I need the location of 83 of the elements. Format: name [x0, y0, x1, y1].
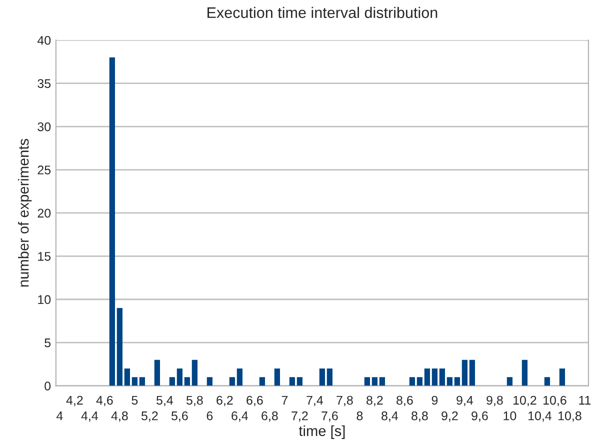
y-tick-label: 5: [44, 338, 51, 348]
x-tick-label: 5: [132, 396, 138, 405]
bar: [169, 377, 175, 386]
x-tick-label: 8,8: [412, 411, 428, 422]
x-tick-label: 9,8: [486, 396, 503, 406]
bar: [192, 360, 198, 386]
bar: [544, 377, 550, 386]
bar: [124, 368, 130, 386]
y-tick-label: 10: [38, 295, 51, 304]
x-tick-label: 8,2: [366, 396, 383, 406]
bar: [364, 377, 370, 386]
bar: [409, 377, 416, 386]
x-tick-label: 10,4: [528, 411, 552, 422]
bar: [432, 368, 438, 386]
y-axis-title: number of experiments: [18, 138, 32, 287]
bar: [259, 377, 265, 386]
y-tick-label: 20: [38, 208, 51, 218]
bar: [236, 368, 242, 386]
bar: [416, 377, 423, 386]
bar: [379, 377, 386, 386]
x-tick-label: 9,6: [472, 411, 488, 422]
x-tick-label: 9,4: [456, 396, 474, 406]
x-tick-label: 4: [56, 412, 63, 420]
x-tick-label: 5,6: [172, 411, 188, 422]
x-tick-label: 5,2: [141, 411, 158, 422]
bar: [116, 308, 122, 386]
bar: [184, 377, 190, 386]
x-tick-label: 6,8: [262, 411, 278, 422]
bar: [319, 368, 326, 386]
x-tick-label: 6,6: [246, 396, 263, 406]
x-tick-label: 4,8: [111, 411, 128, 422]
x-tick-label: 9: [432, 396, 438, 405]
x-tick-label: 10,6: [543, 396, 566, 406]
x-tick-label: 10: [504, 411, 516, 420]
x-tick-label: 4,4: [81, 412, 98, 422]
bar: [506, 377, 513, 386]
bar: [139, 377, 145, 386]
bar: [289, 377, 296, 386]
bar: [446, 377, 453, 386]
x-tick-label: 10,8: [558, 411, 582, 422]
bar: [424, 368, 430, 386]
x-tick-label: 8: [356, 411, 363, 420]
bar: [559, 368, 566, 386]
x-tick-label: 6: [206, 411, 213, 420]
bar: [372, 377, 378, 386]
x-tick-label: 6,2: [216, 396, 233, 406]
x-tick-label: 7,8: [336, 396, 353, 406]
x-tick-label: 6,4: [232, 411, 248, 422]
y-tick-label: 35: [38, 79, 51, 88]
y-tick-label: 25: [38, 166, 51, 174]
bar: [274, 368, 280, 386]
y-tick-label: 30: [38, 122, 51, 132]
x-tick-label: 10,2: [513, 396, 536, 406]
bar: [154, 360, 160, 386]
bar: [439, 368, 446, 386]
x-tick-label: 7,6: [322, 411, 338, 422]
bar: [462, 360, 468, 386]
x-tick-label: 4,6: [96, 396, 113, 406]
bar: [326, 368, 333, 386]
x-tick-label: 7,4: [306, 396, 324, 406]
x-tick-label: 5,8: [186, 396, 203, 406]
x-tick-label: 11: [579, 396, 591, 405]
bar: [132, 377, 138, 386]
x-tick-label: 8,4: [382, 411, 398, 422]
x-tick-label: 5,4: [156, 396, 174, 406]
bar: [206, 377, 212, 386]
bar: [229, 377, 235, 386]
chart-title: Execution time interval distribution: [208, 6, 438, 18]
x-tick-label: 7: [282, 396, 288, 405]
bar: [176, 368, 182, 386]
x-tick-label: 7,2: [292, 411, 308, 422]
x-axis-title: time [s]: [298, 425, 345, 439]
bar: [109, 57, 115, 386]
y-tick-label: 15: [38, 252, 51, 261]
bar: [454, 377, 460, 386]
x-tick-label: 9,2: [442, 411, 458, 422]
bar: [522, 360, 528, 386]
bar: [469, 360, 476, 386]
y-tick-label: 40: [37, 36, 51, 45]
y-tick-label: 0: [44, 382, 51, 390]
x-tick-label: 4,2: [66, 396, 83, 406]
bar: [296, 377, 303, 386]
x-tick-label: 8,6: [396, 396, 413, 406]
